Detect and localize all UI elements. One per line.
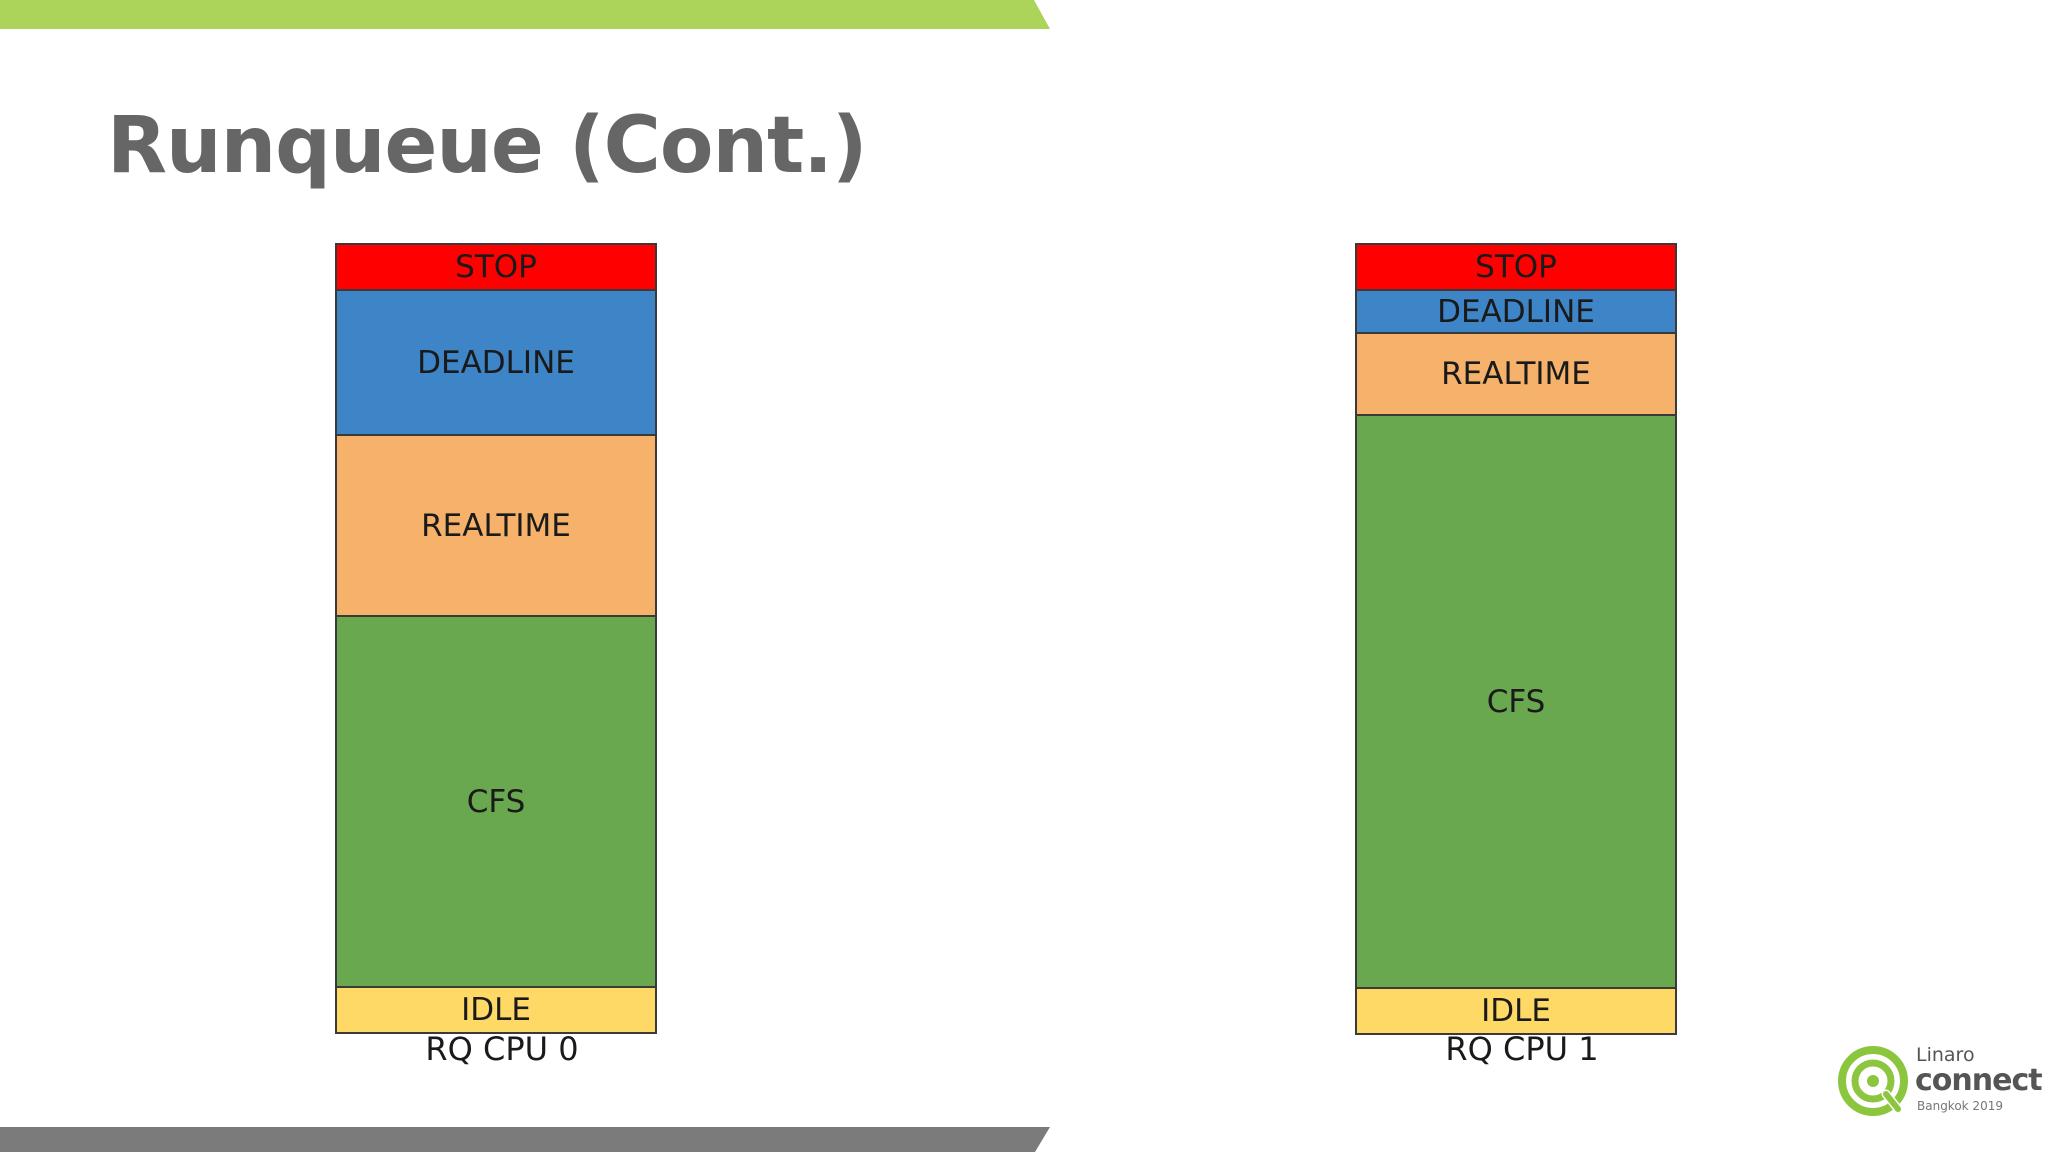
rq1-idle-segment: IDLE [1355, 987, 1677, 1035]
slide-title: Runqueue (Cont.) [107, 101, 868, 191]
top-accent-bar [0, 0, 1050, 29]
runqueue-cpu0-stack: STOP DEADLINE REALTIME CFS IDLE [335, 243, 657, 1034]
bottom-accent-bar [0, 1127, 1050, 1152]
rq1-stop-segment: STOP [1355, 243, 1677, 291]
rq1-deadline-segment: DEADLINE [1355, 289, 1677, 334]
rq0-stop-segment: STOP [335, 243, 657, 291]
runqueue-cpu1-stack: STOP DEADLINE REALTIME CFS IDLE [1355, 243, 1677, 1035]
logo-product-text: connect [1915, 1063, 2043, 1098]
linaro-connect-logo-icon [1838, 1046, 1908, 1118]
runqueue-cpu1-caption: RQ CPU 1 [1445, 1030, 1599, 1068]
runqueue-cpu0-caption: RQ CPU 0 [425, 1030, 579, 1068]
rq1-realtime-segment: REALTIME [1355, 332, 1677, 416]
logo-event-text: Bangkok 2019 [1917, 1099, 2003, 1113]
rq0-realtime-segment: REALTIME [335, 434, 657, 617]
rq0-deadline-segment: DEADLINE [335, 289, 657, 436]
rq0-idle-segment: IDLE [335, 986, 657, 1034]
linaro-connect-logo: Linaro connect Bangkok 2019 [1836, 1044, 2043, 1122]
rq0-cfs-segment: CFS [335, 615, 657, 988]
rq1-cfs-segment: CFS [1355, 414, 1677, 989]
logo-brand-text: Linaro [1916, 1044, 1975, 1066]
